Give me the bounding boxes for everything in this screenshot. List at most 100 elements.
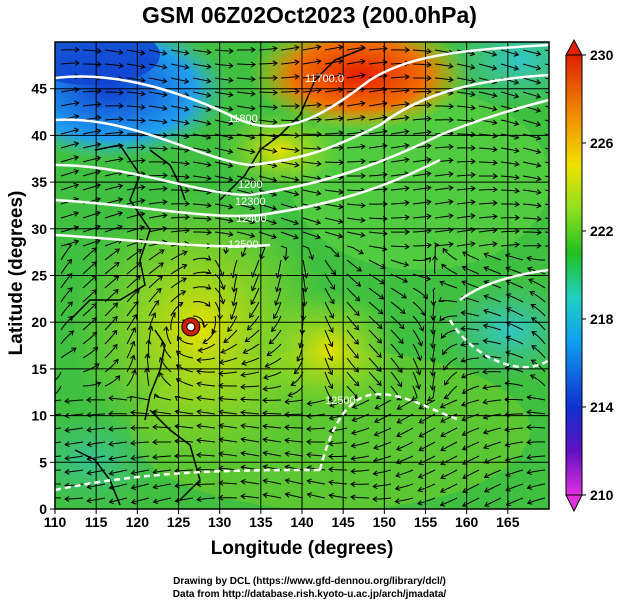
streamline [390, 357, 403, 373]
streamline [251, 273, 260, 291]
streamline [432, 343, 436, 362]
streamline-arrow [240, 464, 246, 471]
streamline-arrow [197, 347, 203, 354]
streamline-arrow [470, 227, 476, 233]
streamline [258, 119, 277, 123]
streamline [346, 46, 365, 51]
streamline-arrow [491, 64, 498, 71]
streamline [346, 60, 365, 65]
streamline [197, 357, 216, 361]
streamline [104, 49, 123, 54]
streamline [324, 385, 333, 401]
streamline [104, 185, 123, 191]
streamline [368, 61, 387, 65]
streamline-arrow [240, 383, 246, 390]
streamline [55, 427, 62, 430]
streamline-arrow [470, 158, 476, 165]
streamline-arrow [372, 483, 378, 490]
streamline [192, 203, 211, 207]
streamline [104, 63, 123, 67]
streamline-arrow [439, 315, 445, 322]
streamline [82, 347, 98, 359]
streamline-arrow [360, 86, 366, 93]
streamline [197, 382, 216, 387]
streamline-arrow [372, 457, 379, 464]
credit-dcl: Drawing by DCL (https://www.gfd-dennou.o… [173, 576, 446, 587]
streamline [346, 131, 365, 135]
streamline-arrow [504, 380, 510, 387]
streamline [530, 304, 546, 317]
streamline-arrow [86, 411, 92, 418]
streamline-arrow [251, 272, 257, 278]
streamline [390, 245, 409, 248]
streamline [126, 119, 146, 122]
streamline-arrow [376, 380, 382, 387]
colorbar: 230 226 222 218 214 210 [565, 38, 614, 513]
streamline-arrow [152, 424, 158, 430]
streamline-arrow [504, 426, 510, 433]
streamline [126, 314, 137, 331]
streamline-arrow [462, 473, 468, 480]
streamline-arrow [426, 242, 432, 249]
streamline [214, 231, 233, 236]
streamline-arrow [514, 161, 520, 167]
streamline-arrow [306, 426, 312, 432]
streamline [456, 187, 475, 191]
streamline-arrow [504, 396, 510, 403]
streamline-arrow [355, 281, 362, 287]
streamline [324, 343, 333, 361]
streamline [126, 301, 139, 317]
streamline [175, 483, 194, 487]
streamline-arrow [329, 402, 335, 408]
streamline-arrow [483, 458, 490, 464]
streamline [505, 254, 524, 261]
streamline [214, 287, 224, 304]
streamline-arrow [158, 262, 165, 268]
streamline [412, 186, 431, 191]
streamline-arrow [162, 64, 168, 70]
streamline [390, 76, 409, 79]
streamline-arrow [404, 87, 410, 94]
streamline-arrow [482, 338, 488, 344]
streamline-arrow [504, 441, 511, 448]
streamline [148, 174, 167, 177]
streamline-arrow [504, 365, 511, 371]
x-tick-label: 150 [373, 514, 397, 530]
streamline-arrow [460, 357, 467, 363]
streamline [412, 343, 421, 361]
streamline [154, 393, 172, 401]
streamline-arrow [492, 200, 498, 206]
streamline-arrow [513, 120, 520, 127]
streamline [390, 343, 403, 359]
streamline-arrow [220, 284, 226, 291]
streamline [55, 497, 62, 499]
streamline-arrow [184, 105, 190, 112]
streamline [505, 382, 524, 387]
streamline-arrow [112, 329, 118, 336]
streamline [219, 397, 238, 401]
streamline-arrow [328, 327, 334, 334]
streamline-arrow [130, 484, 137, 491]
streamline-arrow [152, 439, 158, 445]
streamline-arrow [240, 251, 247, 258]
streamline-arrow [271, 233, 277, 240]
streamline-arrow [118, 89, 124, 96]
streamline-arrow [91, 261, 98, 267]
streamline [412, 131, 431, 135]
streamline [434, 173, 453, 177]
streamline [192, 286, 211, 290]
streamline-arrow [337, 233, 344, 239]
streamline [302, 147, 321, 150]
streamline [197, 454, 216, 457]
streamline [170, 105, 189, 111]
streamline [219, 357, 238, 364]
streamline-arrow [114, 262, 120, 268]
streamline [329, 441, 348, 445]
streamline-arrow [531, 331, 537, 337]
streamline [274, 287, 282, 306]
streamline [55, 483, 62, 485]
streamline [247, 315, 260, 331]
streamline-arrow [328, 341, 334, 348]
streamline-arrow [482, 368, 488, 375]
streamline [368, 343, 382, 358]
